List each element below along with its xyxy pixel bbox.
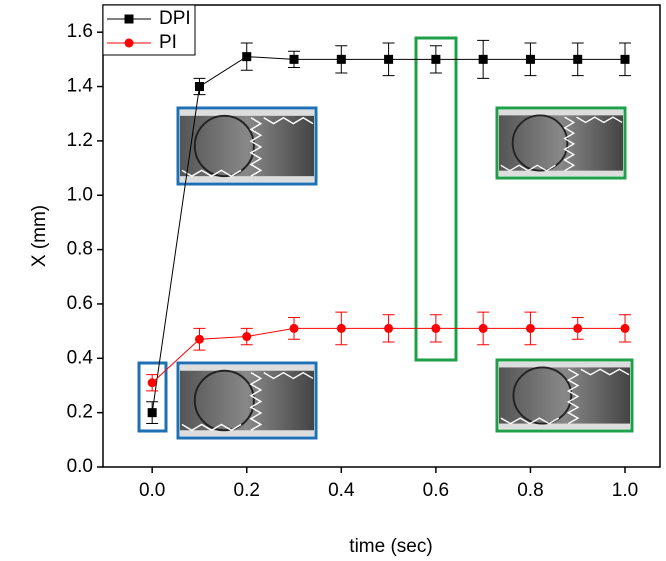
y-tick-label: 1.0: [67, 184, 93, 205]
x-tick-label: 0.8: [517, 480, 543, 501]
x-axis-label: time (sec): [349, 536, 432, 557]
data-point: [620, 54, 630, 64]
x-tick-label: 0.4: [328, 480, 355, 501]
data-point: [478, 54, 488, 64]
legend-marker: [124, 38, 134, 48]
legend-box: [102, 4, 196, 56]
x-tick-label: 0.0: [139, 480, 165, 501]
y-tick-label: 0.8: [67, 239, 93, 260]
data-point: [573, 54, 583, 64]
data-point: [573, 323, 583, 333]
data-point: [289, 323, 299, 333]
y-tick-label: 0.6: [67, 293, 93, 314]
insets: [137, 36, 634, 440]
y-tick-label: 1.6: [67, 21, 93, 42]
data-point: [289, 54, 299, 64]
data-point: [384, 54, 394, 64]
data-point: [336, 54, 346, 64]
y-tick-label: 0.0: [67, 456, 93, 477]
y-tick-label: 0.2: [67, 402, 93, 423]
data-point: [620, 323, 630, 333]
data-point: [242, 332, 252, 342]
x-tick-label: 0.6: [423, 480, 449, 501]
data-point: [147, 408, 157, 418]
data-point: [384, 323, 394, 333]
plot-frame: [102, 4, 661, 468]
data-point: [525, 323, 535, 333]
legend-label: PI: [159, 32, 177, 53]
data-point: [147, 378, 157, 388]
y-tick-label: 1.2: [67, 130, 93, 151]
data-point: [431, 323, 441, 333]
data-point: [478, 323, 488, 333]
data-point: [194, 334, 204, 344]
x-tick-label: 1.0: [612, 480, 638, 501]
x-tick-label: 0.2: [234, 480, 260, 501]
y-axis-label: X (mm): [29, 205, 50, 267]
y-tick-label: 0.4: [67, 347, 94, 368]
y-tick-label: 1.4: [67, 76, 94, 97]
data-point: [525, 54, 535, 64]
legend-marker: [124, 14, 134, 24]
data-point: [242, 52, 252, 62]
legend-label: DPI: [159, 8, 191, 29]
data-point: [431, 54, 441, 64]
data-point: [194, 82, 204, 92]
data-point: [336, 323, 346, 333]
